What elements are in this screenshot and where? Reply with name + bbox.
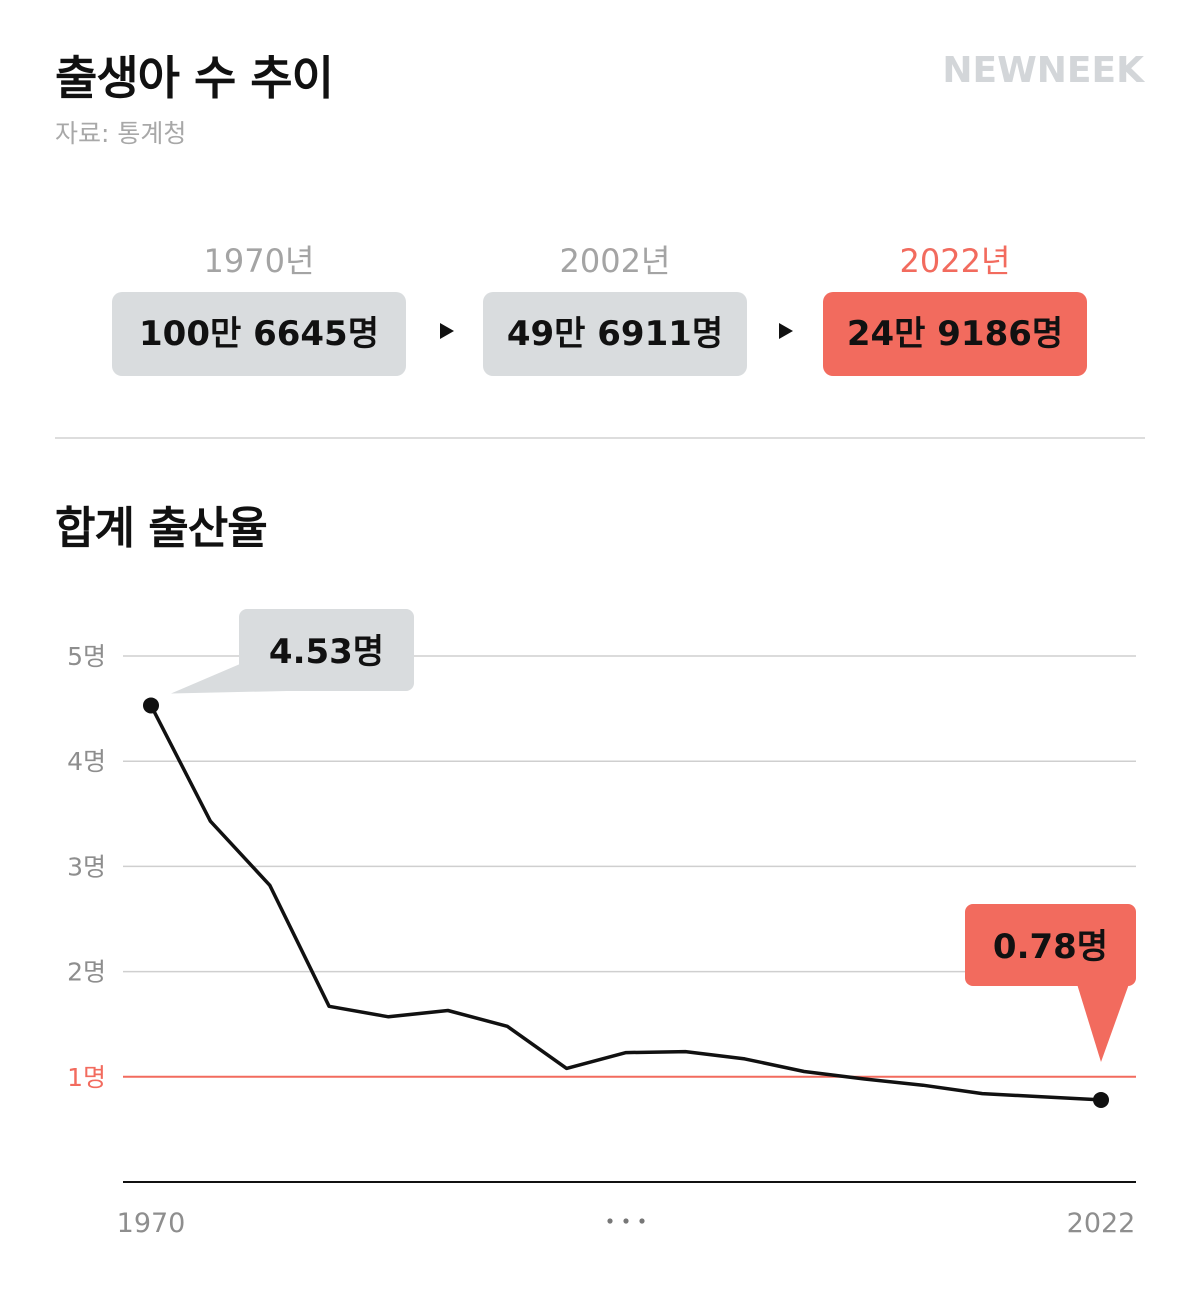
birth-count-box: 24만 9186명 (823, 292, 1087, 376)
arrow-right-icon (779, 323, 793, 339)
gap-dot (623, 1218, 629, 1224)
y-tick-label: 3명 (67, 852, 106, 881)
brand-logo: NEWNEEK (942, 50, 1144, 91)
callout-label: 4.53명 (269, 632, 384, 672)
x-axis-ticks: 1970 2022... (117, 1208, 1136, 1239)
callout-box (239, 609, 414, 691)
gap-dot (639, 1218, 645, 1224)
birth-item-2002: 2002년 49만 6911명 (483, 238, 747, 376)
birth-count-box: 49만 6911명 (483, 292, 747, 376)
x-axis-gap-marker: ... (607, 1218, 645, 1224)
gap-dot (607, 1218, 613, 1224)
chart-grid (123, 655, 1136, 1078)
birth-item-1970: 1970년 100만 6645명 (112, 238, 406, 376)
birth-count-box: 100만 6645명 (112, 292, 406, 376)
x-tick-label: 1970 (117, 1208, 186, 1239)
x-tick-label: 2022 (1067, 1208, 1136, 1239)
chart-title: 합계 출산율 (55, 503, 268, 554)
birth-item-2022: 2022년 24만 9186명 (823, 238, 1087, 376)
data-point (143, 697, 159, 714)
births-summary: 1970년 100만 6645명 2002년 49만 6911명 2022년 2… (0, 238, 1200, 388)
birth-year-label: 2002년 (559, 242, 671, 280)
section-divider (55, 437, 1145, 439)
callout-box (965, 904, 1136, 986)
source-note: 자료: 통계청 (55, 119, 187, 148)
y-tick-label: 4명 (67, 747, 106, 776)
callout-label: 0.78명 (993, 927, 1108, 967)
page-title: 출생아 수 추이 (55, 51, 334, 105)
callout-pointer (1077, 984, 1129, 1062)
y-tick-label: 5명 (67, 642, 106, 671)
birth-year-label: 2022년 (899, 242, 1011, 280)
arrow-right-icon (440, 323, 454, 339)
data-point (1093, 1091, 1109, 1108)
series-line (149, 704, 1102, 1102)
y-tick-label: 2명 (67, 958, 106, 987)
value-callouts: 4.53명 0.78명 (171, 609, 1136, 1062)
y-tick-label: 1명 (67, 1063, 106, 1092)
series-points (143, 697, 1109, 1108)
birth-year-label: 1970년 (203, 242, 315, 280)
y-axis-ticks: 1명 2명 3명 4명 5명 (67, 642, 106, 1092)
